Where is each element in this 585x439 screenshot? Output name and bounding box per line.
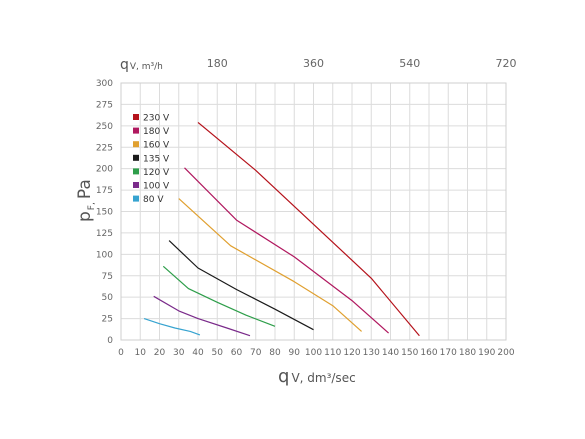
y-tick-label: 250 (96, 122, 113, 132)
legend-swatch (133, 154, 139, 161)
y-tick-label: 0 (107, 336, 113, 346)
legend-swatch (133, 168, 139, 175)
legend-label: 120 V (143, 168, 170, 178)
top-tick-labels: 180 360 540 720 (207, 57, 517, 70)
top-tick-label: 360 (303, 57, 324, 70)
legend-swatch (133, 182, 139, 188)
legend-swatch (133, 114, 139, 120)
x-tick-label: 180 (459, 348, 476, 358)
top-axis-label: qV, m³/h (120, 57, 163, 73)
y-tick-label: 200 (96, 165, 113, 175)
x-axis-label: q V, dm³/sec (278, 366, 356, 387)
legend-swatch (133, 195, 139, 202)
x-tick-label: 120 (343, 348, 360, 358)
y-tick-labels: 0 25 50 75 100 125 150 175 200 225 250 275 300 (96, 79, 113, 346)
series-line (162, 265, 276, 327)
y-tick-label: 150 (96, 208, 113, 218)
y-tick-label: 275 (96, 100, 113, 110)
grid (120, 82, 507, 341)
x-tick-label: 30 (173, 348, 185, 358)
x-tick-label: 80 (269, 348, 281, 358)
y-tick-label: 100 (96, 250, 113, 260)
y-tick-label: 175 (96, 186, 113, 196)
x-tick-label: 130 (363, 348, 380, 358)
x-tick-label: 70 (250, 348, 262, 358)
top-tick-label: 180 (207, 57, 228, 70)
top-tick-label: 540 (399, 57, 420, 70)
x-tick-label: 200 (497, 348, 514, 358)
legend-swatch (133, 127, 139, 134)
series-layer (143, 121, 420, 337)
series-line (184, 167, 389, 334)
legend-label: 135 V (143, 154, 170, 164)
x-tick-label: 50 (212, 348, 224, 358)
legend-label: 160 V (143, 141, 170, 151)
series-line (197, 121, 420, 337)
y-tick-label: 50 (102, 293, 114, 303)
y-tick-label: 25 (102, 315, 113, 325)
x-tick-label: 140 (382, 348, 399, 358)
x-tick-label: 150 (401, 348, 418, 358)
y-tick-label: 300 (96, 79, 113, 89)
legend-label: 80 V (143, 195, 164, 205)
top-tick-label: 720 (496, 57, 517, 70)
x-tick-label: 10 (135, 348, 147, 358)
x-tick-label: 40 (192, 348, 204, 358)
series-line (143, 318, 201, 336)
x-tick-label: 60 (231, 348, 243, 358)
legend-swatch (133, 141, 139, 148)
legend-label: 100 V (143, 182, 170, 192)
x-tick-label: 0 (118, 348, 124, 358)
x-tick-label: 160 (420, 348, 437, 358)
legend: 230 V 180 V 160 V 135 V 120 V 100 V 80 V (133, 114, 170, 205)
legend-label: 180 V (143, 127, 170, 137)
y-tick-label: 75 (102, 272, 113, 282)
y-tick-label: 125 (96, 229, 113, 239)
x-tick-label: 90 (289, 348, 301, 358)
x-tick-label: 100 (305, 348, 322, 358)
series-line (168, 240, 314, 331)
x-tick-label: 110 (324, 348, 341, 358)
x-tick-label: 20 (154, 348, 166, 358)
legend-label: 230 V (143, 114, 170, 124)
x-tick-label: 170 (440, 348, 457, 358)
series-line (178, 198, 362, 332)
y-axis-label: pF,Pa (75, 179, 97, 222)
svg-text:pF,Pa: pF,Pa (75, 179, 97, 222)
x-tick-label: 190 (478, 348, 495, 358)
x-tick-labels: 0 10 20 30 40 50 60 70 80 90 100 110 120 130 140 150 160… (118, 348, 515, 358)
plot-frame (120, 82, 507, 341)
y-tick-label: 225 (96, 143, 113, 153)
series-line (153, 295, 251, 337)
